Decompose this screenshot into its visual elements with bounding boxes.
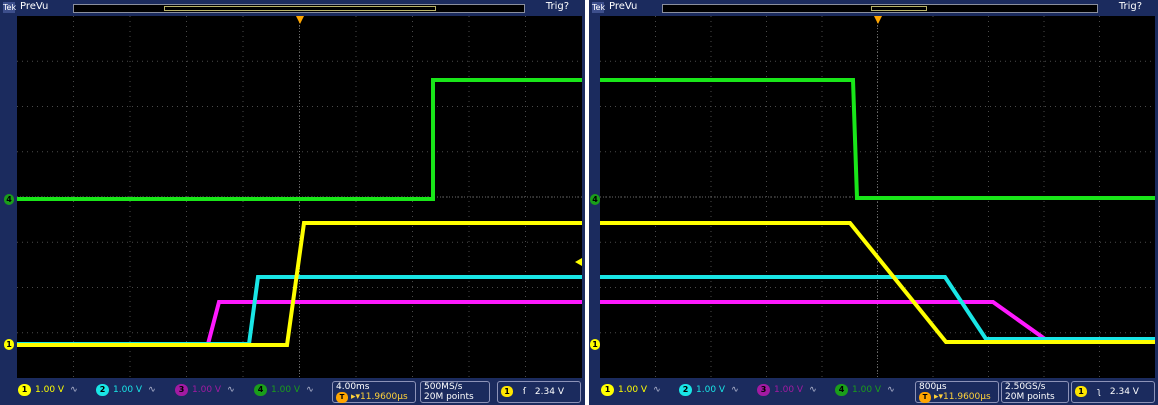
trigger-status: Trig? xyxy=(1119,1,1142,12)
channel-4-scale: 1.00 V xyxy=(271,385,300,395)
ch1-ground-marker[interactable]: 1 xyxy=(590,339,600,350)
channel-1-badge: 1 xyxy=(18,384,31,396)
channel-4-readout[interactable]: 4 1.00 V ∿ xyxy=(254,383,314,397)
trigger-source-badge: 1 xyxy=(501,386,513,397)
run-state-icon: Tek xyxy=(592,2,604,13)
run-state-icon: Tek xyxy=(3,2,15,13)
channel-2-readout[interactable]: 2 1.00 V ∿ xyxy=(96,383,156,397)
bandwidth-limit-icon: ∿ xyxy=(306,385,314,395)
record-length: 20M points xyxy=(424,392,486,402)
ch1-ground-marker[interactable]: 1 xyxy=(4,339,14,350)
trigger-level: 2.34 V xyxy=(535,387,564,397)
waveform-graticule xyxy=(17,16,582,378)
acquisition-status: PreVu xyxy=(20,1,48,12)
channel-3-scale: 1.00 V xyxy=(192,385,221,395)
record-view-bar[interactable] xyxy=(662,4,1098,13)
sample-rate: 500MS/s xyxy=(424,382,486,392)
channel-3-readout[interactable]: 3 1.00 V ∿ xyxy=(757,383,817,397)
record-view-window[interactable] xyxy=(164,6,436,11)
falling-edge-icon: ʅ xyxy=(1097,387,1101,397)
ch1-trace xyxy=(600,223,1155,342)
channel-1-badge: 1 xyxy=(601,384,614,396)
bandwidth-limit-icon: ∿ xyxy=(809,385,817,395)
bandwidth-limit-icon: ∿ xyxy=(70,385,78,395)
rising-edge-icon: ſ xyxy=(523,387,526,397)
record-view-bar[interactable] xyxy=(73,4,525,13)
trigger-level-marker xyxy=(575,258,582,266)
channel-1-scale: 1.00 V xyxy=(618,385,647,395)
waveform-display[interactable] xyxy=(600,16,1155,378)
status-bar: Tek PreVu Trig? xyxy=(589,0,1158,16)
channel-2-badge: 2 xyxy=(679,384,692,396)
horizontal-position: 11.9600µs xyxy=(943,392,991,402)
bandwidth-limit-icon: ∿ xyxy=(148,385,156,395)
channel-4-scale: 1.00 V xyxy=(852,385,881,395)
sample-rate: 2.50GS/s xyxy=(1005,382,1065,392)
channel-2-readout[interactable]: 2 1.00 V ∿ xyxy=(679,383,739,397)
acquisition-readout[interactable]: 500MS/s 20M points xyxy=(420,381,490,403)
bandwidth-limit-icon: ∿ xyxy=(887,385,895,395)
channel-4-badge: 4 xyxy=(254,384,267,396)
trigger-level: 2.34 V xyxy=(1110,387,1139,397)
waveform-display[interactable] xyxy=(17,16,582,378)
scope-capture-right: Tek PreVu Trig? 1 1.00 V ∿ 2 1.00 V ∿ 3 1.00 … xyxy=(589,0,1158,405)
trigger-position-marker xyxy=(874,16,882,24)
trigger-position-icon: T xyxy=(919,392,931,403)
channel-4-badge: 4 xyxy=(835,384,848,396)
channel-1-readout[interactable]: 1 1.00 V ∿ xyxy=(601,383,661,397)
horizontal-position-arrows: ▸▾ xyxy=(351,392,360,402)
settings-bar: 1 1.00 V ∿ 2 1.00 V ∿ 3 1.00 V ∿ 4 1.00 V ∿ 4.00… xyxy=(0,378,585,405)
channel-2-scale: 1.00 V xyxy=(113,385,142,395)
trigger-position-marker xyxy=(296,16,304,24)
channel-3-badge: 3 xyxy=(757,384,770,396)
bandwidth-limit-icon: ∿ xyxy=(227,385,235,395)
horizontal-scale: 800µs xyxy=(919,382,995,392)
channel-1-readout[interactable]: 1 1.00 V ∿ xyxy=(18,383,78,397)
channel-4-readout[interactable]: 4 1.00 V ∿ xyxy=(835,383,895,397)
channel-2-scale: 1.00 V xyxy=(696,385,725,395)
scope-capture-left: Tek PreVu Trig? 1 1.00 V ∿ 2 1.00 V ∿ 3 1.00 … xyxy=(0,0,585,405)
horizontal-readout[interactable]: 800µs T ▸▾11.9600µs xyxy=(915,381,999,403)
horizontal-scale: 4.00ms xyxy=(336,382,412,392)
record-length: 20M points xyxy=(1005,392,1065,402)
record-view-window[interactable] xyxy=(871,6,927,11)
acquisition-readout[interactable]: 2.50GS/s 20M points xyxy=(1001,381,1069,403)
trigger-source-badge: 1 xyxy=(1075,386,1087,397)
channel-1-scale: 1.00 V xyxy=(35,385,64,395)
bandwidth-limit-icon: ∿ xyxy=(731,385,739,395)
channel-2-badge: 2 xyxy=(96,384,109,396)
waveform-graticule xyxy=(600,16,1155,378)
settings-bar: 1 1.00 V ∿ 2 1.00 V ∿ 3 1.00 V ∿ 4 1.00 V ∿ 800µ… xyxy=(589,378,1158,405)
bandwidth-limit-icon: ∿ xyxy=(653,385,661,395)
trigger-readout[interactable]: 1 ſ 2.34 V xyxy=(497,381,581,403)
ch4-ground-marker[interactable]: 4 xyxy=(4,194,14,205)
horizontal-readout[interactable]: 4.00ms T ▸▾11.9600µs xyxy=(332,381,416,403)
horizontal-position: 11.9600µs xyxy=(360,392,408,402)
trigger-position-icon: T xyxy=(336,392,348,403)
channel-3-readout[interactable]: 3 1.00 V ∿ xyxy=(175,383,235,397)
trigger-status: Trig? xyxy=(546,1,569,12)
acquisition-status: PreVu xyxy=(609,1,637,12)
horizontal-position-arrows: ▸▾ xyxy=(934,392,943,402)
channel-3-badge: 3 xyxy=(175,384,188,396)
channel-3-scale: 1.00 V xyxy=(774,385,803,395)
trigger-readout[interactable]: 1 ʅ 2.34 V xyxy=(1071,381,1155,403)
ch4-ground-marker[interactable]: 4 xyxy=(590,194,600,205)
status-bar: Tek PreVu Trig? xyxy=(0,0,585,16)
